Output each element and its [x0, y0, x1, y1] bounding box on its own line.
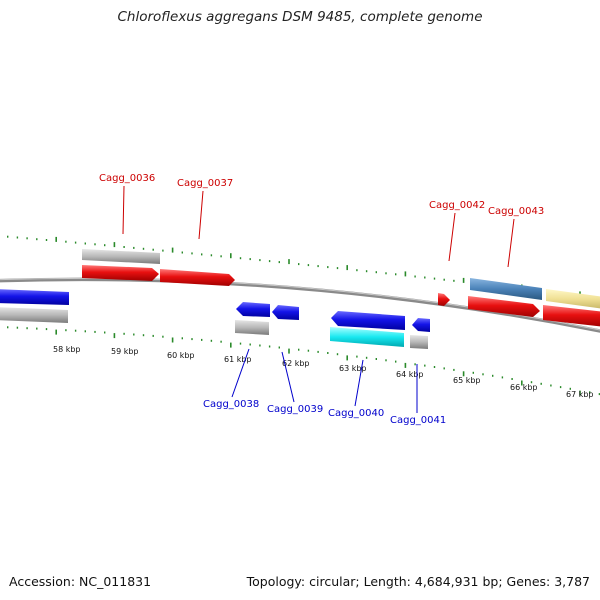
gene-label-cagg-0041[interactable]: Cagg_0041 — [390, 415, 446, 426]
label-leader-lines — [122, 185, 515, 413]
gene-feature-cagg-0043[interactable] — [543, 305, 600, 327]
gene-label-cagg-0037[interactable]: Cagg_0037 — [177, 178, 233, 189]
gene-labels: Cagg_0036 Cagg_0037 Cagg_0042 Cagg_0043 … — [99, 173, 544, 426]
map-title: Chloroflexus aggregans DSM 9485, complet… — [117, 9, 483, 25]
gene-label-cagg-0039[interactable]: Cagg_0039 — [267, 404, 323, 415]
gene-feature-steelblue[interactable] — [470, 278, 542, 300]
gene-feature-cagg-0038[interactable] — [236, 302, 270, 317]
genome-backbone — [0, 277, 600, 333]
gene-feature-small-red[interactable] — [438, 293, 450, 306]
gene-label-cagg-0042[interactable]: Cagg_0042 — [429, 200, 485, 211]
kbp-scale: 58 kbp 59 kbp 60 kbp 61 kbp 62 kbp 63 kb… — [53, 345, 594, 399]
gene-feature-gray-0038[interactable] — [235, 320, 269, 335]
gene-label-cagg-0040[interactable]: Cagg_0040 — [328, 408, 384, 419]
gene-feature-cagg-0040[interactable] — [331, 311, 405, 330]
gene-feature-gray-0041[interactable] — [410, 335, 428, 349]
accession-text: Accession: NC_011831 — [9, 574, 152, 589]
kbp-label: 62 kbp — [282, 359, 310, 368]
gene-label-cagg-0043[interactable]: Cagg_0043 — [488, 206, 544, 217]
kbp-label: 67 kbp — [566, 390, 594, 399]
reverse-strand-features — [0, 289, 430, 349]
kbp-label: 60 kbp — [167, 351, 195, 360]
forward-strand-features — [82, 249, 600, 327]
gene-feature-cagg-0042[interactable] — [468, 296, 540, 317]
gene-feature-cagg-0037[interactable] — [160, 269, 235, 286]
gene-label-cagg-0036[interactable]: Cagg_0036 — [99, 173, 155, 184]
gene-feature-gray[interactable] — [82, 249, 160, 264]
gene-label-cagg-0038[interactable]: Cagg_0038 — [203, 399, 259, 410]
kbp-label: 64 kbp — [396, 370, 424, 379]
gene-feature-gray-left[interactable] — [0, 307, 68, 323]
gene-feature-cyan[interactable] — [330, 327, 404, 347]
gene-feature-cagg-0036[interactable] — [82, 265, 159, 281]
kbp-label: 66 kbp — [510, 383, 538, 392]
gene-feature-cagg-0039[interactable] — [272, 305, 299, 320]
kbp-label: 65 kbp — [453, 376, 481, 385]
lower-tick-track — [6, 326, 600, 396]
kbp-label: 58 kbp — [53, 345, 81, 354]
genome-summary-text: Topology: circular; Length: 4,684,931 bp… — [246, 574, 590, 589]
gene-feature-khaki[interactable] — [546, 289, 600, 309]
kbp-label: 61 kbp — [224, 355, 252, 364]
kbp-label: 59 kbp — [111, 347, 139, 356]
gene-feature-cagg-0041[interactable] — [412, 318, 430, 332]
kbp-label: 63 kbp — [339, 364, 367, 373]
gene-feature-blue-left[interactable] — [0, 289, 69, 305]
